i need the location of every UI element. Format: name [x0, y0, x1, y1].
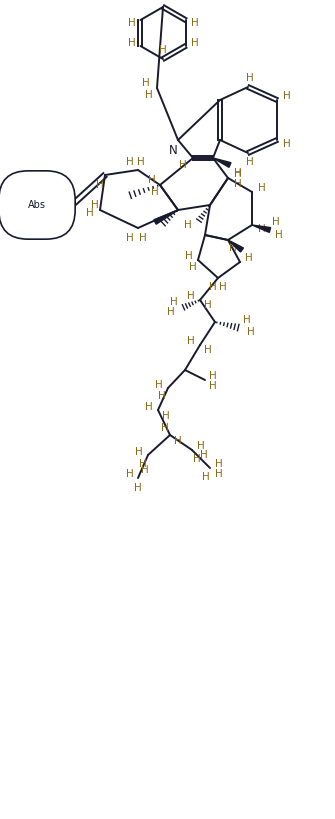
Text: H: H: [187, 291, 195, 301]
Text: H: H: [283, 139, 291, 149]
Text: H: H: [204, 300, 212, 310]
Text: H: H: [202, 472, 210, 482]
Text: H: H: [234, 179, 242, 189]
Text: H: H: [283, 91, 291, 101]
Text: H: H: [185, 251, 193, 261]
Text: H: H: [86, 208, 94, 218]
Polygon shape: [252, 225, 271, 233]
Text: H: H: [155, 380, 163, 390]
Text: H: H: [145, 402, 153, 412]
Text: H: H: [243, 315, 251, 325]
Text: H: H: [96, 180, 104, 190]
Text: H: H: [161, 423, 169, 433]
Text: H: H: [189, 262, 197, 272]
Text: H: H: [159, 45, 167, 55]
Text: H: H: [158, 391, 166, 401]
Text: H: H: [246, 157, 254, 167]
Text: H: H: [245, 253, 253, 263]
Polygon shape: [228, 240, 244, 252]
Text: H: H: [246, 73, 254, 83]
Text: H: H: [128, 38, 135, 48]
Text: H: H: [187, 336, 195, 346]
Text: N: N: [169, 143, 177, 156]
Text: H: H: [234, 168, 242, 178]
Text: H: H: [145, 90, 153, 100]
Text: H: H: [191, 38, 198, 48]
Text: H: H: [148, 175, 156, 185]
Text: H: H: [209, 381, 217, 391]
Text: H: H: [234, 169, 242, 179]
Text: H: H: [126, 233, 134, 243]
Text: H: H: [209, 282, 217, 292]
Text: H: H: [151, 187, 159, 197]
Text: H: H: [209, 371, 217, 381]
Text: H: H: [134, 483, 142, 493]
Text: H: H: [184, 220, 192, 230]
Text: H: H: [215, 459, 223, 469]
Text: H: H: [258, 224, 266, 234]
Text: H: H: [200, 450, 208, 460]
Text: H: H: [219, 282, 227, 292]
Text: H: H: [247, 327, 255, 337]
Text: H: H: [142, 78, 150, 88]
Polygon shape: [154, 210, 178, 224]
Text: H: H: [139, 233, 147, 243]
Text: H: H: [126, 157, 134, 167]
Text: H: H: [272, 217, 280, 227]
Text: H: H: [141, 465, 149, 475]
Text: H: H: [137, 157, 145, 167]
Text: H: H: [258, 183, 266, 193]
Text: Abs: Abs: [28, 200, 46, 210]
Text: H: H: [126, 469, 134, 479]
Text: H: H: [179, 160, 187, 170]
Text: H: H: [191, 18, 198, 28]
Text: H: H: [167, 307, 175, 317]
Text: H: H: [229, 243, 237, 253]
Text: H: H: [170, 297, 178, 307]
Text: H: H: [215, 469, 223, 479]
Text: H: H: [174, 436, 182, 446]
Text: H: H: [204, 345, 212, 355]
Polygon shape: [213, 158, 231, 167]
Text: H: H: [135, 447, 143, 457]
Text: H: H: [128, 18, 135, 28]
Text: H: H: [197, 441, 205, 451]
Text: H: H: [139, 459, 147, 469]
Text: H: H: [193, 454, 201, 464]
Text: H: H: [275, 230, 283, 240]
Text: H: H: [91, 200, 99, 210]
Text: H: H: [162, 411, 170, 421]
